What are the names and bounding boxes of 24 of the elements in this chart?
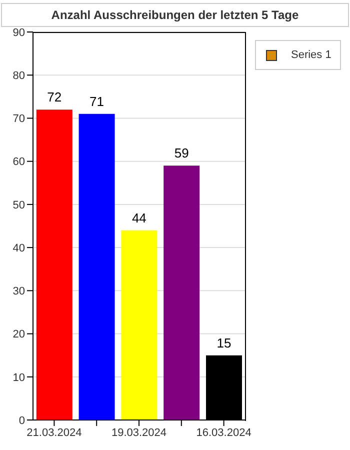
data-label: 72: [47, 90, 62, 105]
y-tick-label: 20: [12, 328, 25, 341]
x-tick-label: 19.03.2024: [111, 426, 167, 439]
x-tick-label: 21.03.2024: [26, 426, 82, 439]
y-tick-label: 50: [12, 199, 25, 212]
bar: [164, 166, 200, 420]
bar: [78, 114, 115, 420]
y-tick-label: 30: [12, 286, 25, 298]
bar: [121, 230, 158, 420]
y-tick-label: 70: [12, 113, 25, 126]
y-tick-label: 80: [12, 70, 25, 82]
data-label: 44: [132, 210, 146, 226]
x-tick-label: 16.03.2024: [196, 426, 252, 439]
data-label: 15: [216, 335, 232, 350]
data-label: 59: [174, 146, 189, 161]
y-tick-label: 60: [12, 156, 25, 168]
y-tick-label: 0: [18, 414, 25, 427]
y-tick-label: 10: [12, 372, 25, 384]
bar: [36, 110, 72, 420]
chart-title: Anzahl Ausschreibungen der letzten 5 Tage: [1, 3, 349, 27]
data-label: 71: [90, 94, 104, 109]
y-tick-label: 90: [12, 26, 25, 39]
text: Series 1: [290, 49, 332, 61]
y-tick-label: 40: [12, 242, 25, 254]
